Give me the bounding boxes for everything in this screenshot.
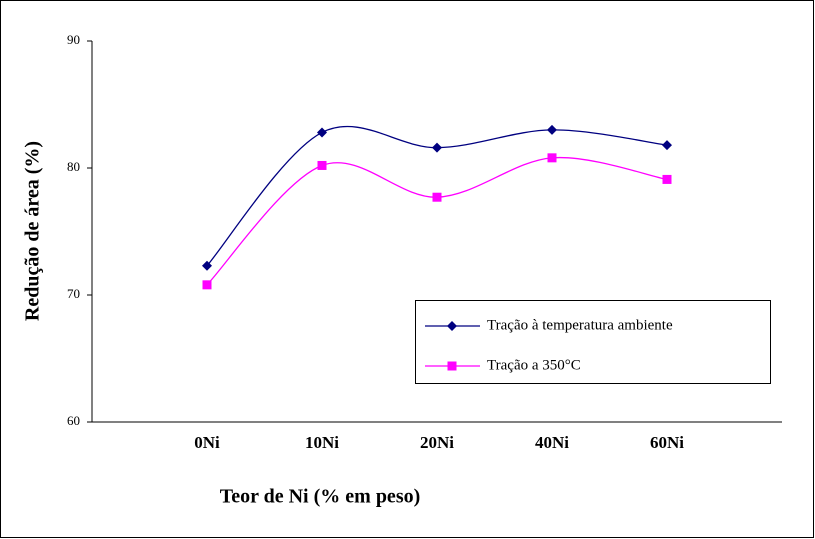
data-point <box>317 127 327 138</box>
legend-label: Tração à temperatura ambiente <box>487 317 673 333</box>
data-point <box>662 140 672 151</box>
series-line <box>206 156 668 286</box>
legend-marker <box>447 361 457 371</box>
legend <box>415 300 771 384</box>
legend-label: Tração a 350°C <box>487 357 581 373</box>
data-point <box>202 260 212 271</box>
y-axis-title: Redução de área (%) <box>22 141 44 321</box>
data-point <box>202 280 212 290</box>
legend-marker <box>447 321 457 331</box>
x-tick-label: 10Ni <box>305 433 339 452</box>
x-tick-label: 60Ni <box>650 433 684 452</box>
x-tick-label: 40Ni <box>535 433 569 452</box>
series-line <box>206 125 668 267</box>
data-point <box>432 192 442 202</box>
data-point <box>547 124 557 135</box>
data-point <box>662 174 672 184</box>
x-axis-title: Teor de Ni (% em peso) <box>220 486 421 508</box>
y-tick-label: 70 <box>67 286 80 301</box>
y-tick-label: 80 <box>67 159 80 174</box>
x-tick-label: 20Ni <box>420 433 454 452</box>
y-tick-label: 90 <box>67 32 80 47</box>
data-point <box>547 153 557 163</box>
data-point <box>432 142 442 153</box>
data-point <box>317 160 327 170</box>
y-tick-label: 60 <box>67 413 80 428</box>
x-tick-label: 0Ni <box>194 433 220 452</box>
